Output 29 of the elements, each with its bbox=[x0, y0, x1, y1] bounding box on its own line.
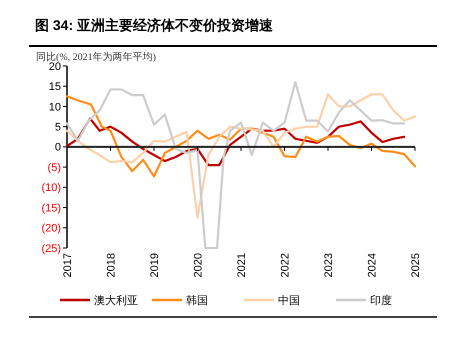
x-tick-label: 2022 bbox=[279, 253, 292, 278]
x-tick-label: 2023 bbox=[322, 253, 335, 278]
y-tick-label: 5 bbox=[54, 122, 61, 134]
y-tick-label: (25) bbox=[41, 242, 61, 255]
x-tick-label: 2019 bbox=[148, 253, 161, 278]
y-tick-label: (10) bbox=[41, 182, 61, 194]
y-tick-label: (20) bbox=[41, 222, 61, 235]
y-tick-label: (15) bbox=[41, 202, 61, 214]
legend-label: 韩国 bbox=[186, 294, 208, 307]
legend-label: 澳大利亚 bbox=[94, 294, 138, 307]
y-tick-label: 15 bbox=[48, 81, 61, 94]
x-tick-label: 2024 bbox=[366, 253, 378, 278]
line-series bbox=[66, 81, 406, 250]
y-tick-label: 0 bbox=[54, 142, 61, 154]
chart-title: 图 34: 亚洲主要经济体不变价投资增速 bbox=[35, 17, 274, 33]
y-tick-label: 20 bbox=[48, 60, 61, 73]
legend-label: 中国 bbox=[278, 294, 300, 307]
y-axis-title: 同比(%, 2021年为两年平均) bbox=[36, 51, 156, 63]
line-series bbox=[66, 93, 416, 219]
y-tick-label: (5) bbox=[48, 162, 61, 174]
x-tick-label: 2017 bbox=[62, 253, 74, 278]
x-tick-label: 2018 bbox=[105, 253, 118, 278]
x-tick-label: 2020 bbox=[192, 253, 204, 278]
line-series bbox=[66, 95, 416, 178]
line-series bbox=[66, 117, 406, 166]
y-tick-label: 10 bbox=[48, 101, 61, 114]
legend-label: 印度 bbox=[370, 294, 392, 307]
x-tick-label: 2025 bbox=[410, 253, 422, 278]
x-tick-label: 2021 bbox=[236, 253, 248, 278]
